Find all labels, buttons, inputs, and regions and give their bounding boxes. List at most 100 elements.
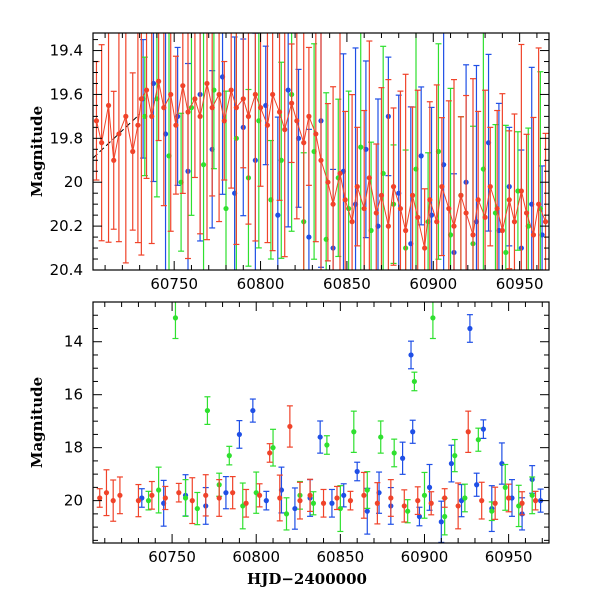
data-point <box>162 495 168 501</box>
data-point <box>337 505 343 512</box>
data-point <box>334 495 340 501</box>
x-tick-label: 60800 <box>232 548 280 566</box>
data-point <box>442 495 448 501</box>
data-point <box>479 498 485 504</box>
series-blue <box>140 33 546 270</box>
data-point <box>204 407 211 414</box>
data-point <box>250 407 256 414</box>
data-point <box>455 503 461 509</box>
data-point <box>110 498 116 504</box>
series-green <box>141 33 544 270</box>
data-point <box>438 519 444 525</box>
data-point <box>462 495 468 501</box>
data-point <box>103 490 110 496</box>
y-tick-label: 19.4 <box>50 42 83 60</box>
data-point <box>405 508 411 514</box>
data-point <box>283 511 290 517</box>
data-point <box>320 500 327 506</box>
plot-area <box>93 33 549 270</box>
data-point <box>351 429 357 435</box>
x-tick-label: 60950 <box>496 275 544 293</box>
data-point <box>256 492 263 498</box>
x-tick-label: 60800 <box>237 275 285 293</box>
data-point <box>421 492 428 498</box>
data-point <box>292 505 298 512</box>
data-point <box>329 500 335 506</box>
data-point <box>226 453 232 459</box>
data-point <box>194 505 200 512</box>
y-tick-label: 19.8 <box>50 129 83 147</box>
data-point <box>216 495 222 501</box>
data-point <box>230 490 236 496</box>
series-red-trace <box>96 81 546 249</box>
y-tick-label: 19.6 <box>50 85 83 103</box>
data-point <box>324 442 330 448</box>
data-point <box>93 118 100 124</box>
data-point <box>297 498 303 504</box>
data-point <box>391 450 397 456</box>
data-point <box>189 498 195 504</box>
axes-frame <box>92 32 550 271</box>
data-point <box>400 455 406 461</box>
data-point <box>416 513 423 520</box>
data-point <box>474 482 480 488</box>
data-point <box>310 500 317 506</box>
data-point <box>97 495 103 501</box>
y-tick-label: 20 <box>64 173 83 191</box>
data-point <box>275 212 281 218</box>
data-point <box>223 205 229 212</box>
x-axis-label: HJD−2400000 <box>247 570 367 588</box>
axes-frame <box>92 301 550 544</box>
y-tick-label: 20.2 <box>50 217 83 235</box>
data-point <box>243 500 249 506</box>
y-axis-label: Magnitude <box>28 377 46 468</box>
top-panel: 60750 60800 60850 60900 60950 19.4 19.6 19.8 20 2… <box>28 32 550 293</box>
data-point <box>374 500 380 506</box>
data-point <box>223 490 229 496</box>
data-point <box>145 498 152 504</box>
data-point <box>410 429 416 435</box>
x-tick-label: 60900 <box>401 548 449 566</box>
data-point <box>428 500 434 506</box>
data-point <box>176 490 182 496</box>
data-point <box>361 492 367 498</box>
data-point <box>307 492 313 498</box>
data-point <box>480 426 486 432</box>
x-tick-label: 60850 <box>323 275 371 293</box>
data-point <box>442 513 448 520</box>
data-point <box>347 498 354 504</box>
data-point <box>489 508 495 514</box>
plot-area <box>96 302 544 543</box>
series-red <box>96 405 539 530</box>
trend-dashed-line <box>93 113 140 159</box>
data-point <box>418 153 424 159</box>
data-point <box>465 429 471 435</box>
y-tick-label: 16 <box>64 386 83 404</box>
data-point <box>182 495 189 501</box>
data-point <box>467 325 473 332</box>
bottom-panel: 60750 60800 60850 60900 60950 14 16 18 20 Magnitu… <box>28 301 550 588</box>
data-point <box>306 234 312 240</box>
y-tick-label: 18 <box>64 439 83 457</box>
data-point <box>529 492 535 498</box>
data-point <box>448 460 455 467</box>
data-point <box>200 162 207 168</box>
x-tick-label: 60900 <box>409 275 457 293</box>
y-axis-label: Magnitude <box>28 106 46 197</box>
x-tick-label: 60850 <box>316 548 364 566</box>
y-tick-label: 20.4 <box>50 261 83 279</box>
data-point <box>149 492 155 498</box>
data-point <box>287 423 293 430</box>
y-tick-label: 20 <box>64 492 83 510</box>
data-point <box>519 500 525 506</box>
data-point <box>364 487 370 493</box>
x-tick-label: 60750 <box>148 548 196 566</box>
data-point <box>542 219 549 225</box>
data-point <box>285 87 291 93</box>
data-point <box>415 498 421 504</box>
data-point <box>117 492 123 498</box>
data-point <box>277 495 283 501</box>
data-point <box>430 315 436 321</box>
data-point <box>172 315 179 321</box>
